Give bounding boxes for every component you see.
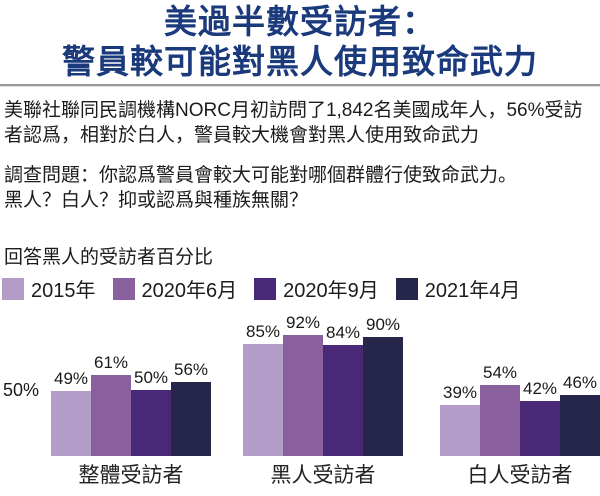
bar-2015年-白人受訪者 xyxy=(440,405,480,456)
legend-item-0: 2015年 xyxy=(2,274,96,303)
bar-2020年9月-黑人受訪者 xyxy=(323,345,363,456)
bar-column: 42% xyxy=(520,379,560,456)
category-label-0: 整體受訪者 xyxy=(78,464,184,487)
category-label-row: 整體受訪者 黑人受訪者 白人受訪者 xyxy=(0,456,600,491)
legend-label: 2021年4月 xyxy=(424,280,521,302)
category-label-1: 黑人受訪者 xyxy=(270,464,376,487)
bar-2021年4月-整體受訪者 xyxy=(171,382,211,456)
category-label-2: 白人受訪者 xyxy=(467,464,573,487)
bar-2020年6月-白人受訪者 xyxy=(480,385,520,456)
survey-question-line-2: 黑人？白人？抑或認爲與種族無關？ xyxy=(4,190,309,211)
legend-item-3: 2021年4月 xyxy=(395,274,521,303)
bar-chart: 50% 49% 61% 50% 56% 85% 92% 84% 90% 39% 54% 42% 46% xyxy=(0,300,600,456)
legend: 2015年 2020年6月 2020年9月 2021年4月 xyxy=(2,274,600,303)
bar-2020年9月-整體受訪者 xyxy=(131,390,171,456)
bar-value-label: 39% xyxy=(442,383,478,402)
bar-column: 61% xyxy=(91,353,131,456)
bar-group-2: 39% 54% 42% 46% xyxy=(440,363,600,456)
bar-column: 90% xyxy=(363,315,403,456)
intro-paragraph: 美聯社聯同民調機構NORC月初訪問了1,842名美國成年人，56%受訪者認爲，相… xyxy=(4,100,583,146)
legend-item-2: 2020年9月 xyxy=(254,274,379,303)
page-title-line-2: 警員較可能對黑人使用致命武力 xyxy=(62,43,538,80)
bar-value-label: 46% xyxy=(562,373,598,392)
bar-column: 84% xyxy=(323,323,363,456)
bar-column: 85% xyxy=(243,322,283,456)
title-divider xyxy=(0,84,600,87)
legend-label: 2020年9月 xyxy=(283,280,379,302)
bar-value-label: 49% xyxy=(53,369,89,388)
chart-subtitle: 回答黑人的受訪者百分比 xyxy=(4,247,214,268)
bar-2021年4月-黑人受訪者 xyxy=(363,337,403,456)
page-title: 美過半數受訪者： 警員較可能對黑人使用致命武力 xyxy=(0,0,600,82)
bar-column: 54% xyxy=(480,363,520,456)
bar-column: 56% xyxy=(171,360,211,456)
legend-item-1: 2020年6月 xyxy=(112,274,238,303)
bar-group-1: 85% 92% 84% 90% xyxy=(243,313,403,456)
legend-label: 2015年 xyxy=(31,280,96,302)
bar-value-label: 56% xyxy=(173,360,209,379)
survey-question: 調查問題：你認爲警員會較大可能對哪個群體行使致命武力。 黑人？白人？抑或認爲與種… xyxy=(4,163,596,213)
bar-value-label: 54% xyxy=(482,363,518,382)
bar-column: 92% xyxy=(283,313,323,456)
bar-2021年4月-白人受訪者 xyxy=(560,395,600,456)
bar-column: 50% xyxy=(131,368,171,456)
bar-2020年9月-白人受訪者 xyxy=(520,401,560,456)
survey-question-line-1: 調查問題：你認爲警員會較大可能對哪個群體行使致命武力。 xyxy=(4,165,518,186)
bar-value-label: 84% xyxy=(325,323,361,342)
bar-2015年-整體受訪者 xyxy=(51,391,91,456)
legend-swatch xyxy=(395,277,418,300)
page-title-line-1: 美過半數受訪者： xyxy=(164,3,436,40)
bar-column: 49% xyxy=(51,369,91,456)
bar-value-label: 90% xyxy=(365,315,401,334)
bar-group-0: 49% 61% 50% 56% xyxy=(51,353,211,456)
bar-2020年6月-黑人受訪者 xyxy=(283,335,323,456)
bar-column: 39% xyxy=(440,383,480,456)
bar-value-label: 92% xyxy=(285,313,321,332)
legend-swatch xyxy=(112,277,135,300)
legend-label: 2020年6月 xyxy=(141,280,238,302)
bar-value-label: 61% xyxy=(93,353,129,372)
bar-2015年-黑人受訪者 xyxy=(243,344,283,456)
legend-swatch xyxy=(2,277,24,300)
bar-value-label: 50% xyxy=(133,368,169,387)
bar-value-label: 85% xyxy=(245,322,281,341)
legend-swatch xyxy=(254,277,277,300)
y-axis-reference-label: 50% xyxy=(3,380,40,400)
bar-value-label: 42% xyxy=(522,379,558,398)
bar-2020年6月-整體受訪者 xyxy=(91,375,131,456)
bar-column: 46% xyxy=(560,373,600,456)
